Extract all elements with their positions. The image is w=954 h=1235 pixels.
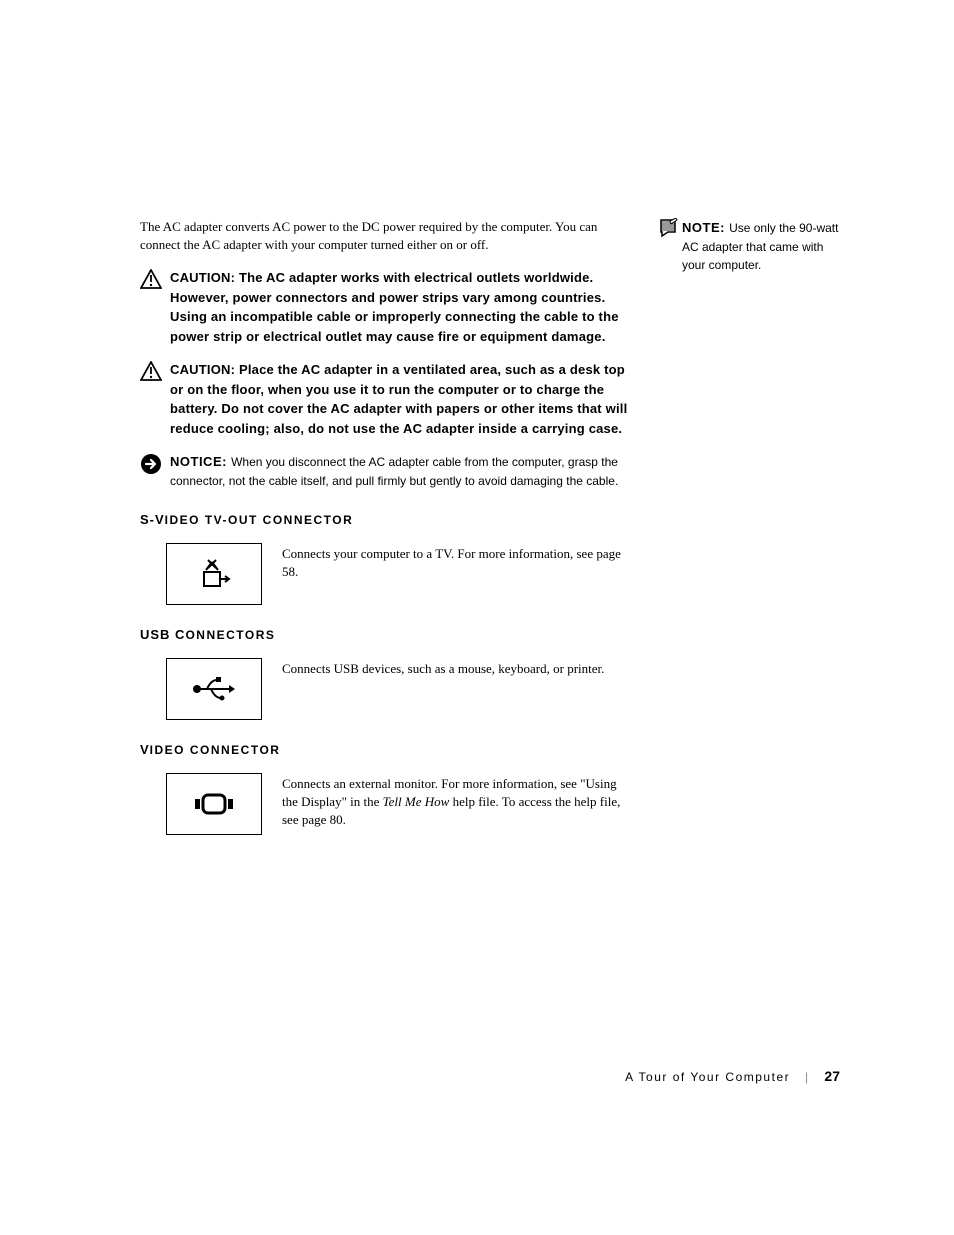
- note-icon: [658, 218, 682, 243]
- caution-icon: [140, 268, 170, 346]
- svideo-row: Connects your computer to a TV. For more…: [140, 543, 635, 605]
- usb-row: Connects USB devices, such as a mouse, k…: [140, 658, 635, 720]
- notice-text: When you disconnect the AC adapter cable…: [170, 455, 618, 488]
- caution-lead: CAUTION:: [170, 362, 239, 377]
- heading-video: VIDEO CONNECTOR: [140, 742, 635, 757]
- caution-block-1: CAUTION: The AC adapter works with elect…: [140, 268, 635, 346]
- caution-block-2: CAUTION: Place the AC adapter in a venti…: [140, 360, 635, 438]
- notice-icon: [140, 452, 170, 490]
- video-icon: [166, 773, 262, 835]
- side-note: NOTE: Use only the 90-watt AC adapter th…: [658, 218, 848, 274]
- video-desc: Connects an external monitor. For more i…: [282, 773, 635, 830]
- footer-title: A Tour of Your Computer: [625, 1070, 790, 1084]
- page-footer: A Tour of Your Computer | 27: [0, 1068, 840, 1084]
- note-lead: NOTE:: [682, 220, 729, 235]
- intro-paragraph: The AC adapter converts AC power to the …: [140, 218, 635, 254]
- caution-text: Place the AC adapter in a ventilated are…: [170, 362, 627, 436]
- video-row: Connects an external monitor. For more i…: [140, 773, 635, 835]
- caution-icon: [140, 360, 170, 438]
- notice-lead: NOTICE:: [170, 454, 231, 469]
- usb-desc: Connects USB devices, such as a mouse, k…: [282, 658, 635, 678]
- svideo-desc: Connects your computer to a TV. For more…: [282, 543, 635, 581]
- notice-block: NOTICE: When you disconnect the AC adapt…: [140, 452, 635, 490]
- usb-icon: [166, 658, 262, 720]
- footer-divider: |: [805, 1070, 810, 1084]
- heading-svideo: S-VIDEO TV-OUT CONNECTOR: [140, 512, 635, 527]
- svideo-icon: [166, 543, 262, 605]
- page-number: 27: [824, 1068, 840, 1084]
- heading-usb: USB CONNECTORS: [140, 627, 635, 642]
- caution-lead: CAUTION:: [170, 270, 239, 285]
